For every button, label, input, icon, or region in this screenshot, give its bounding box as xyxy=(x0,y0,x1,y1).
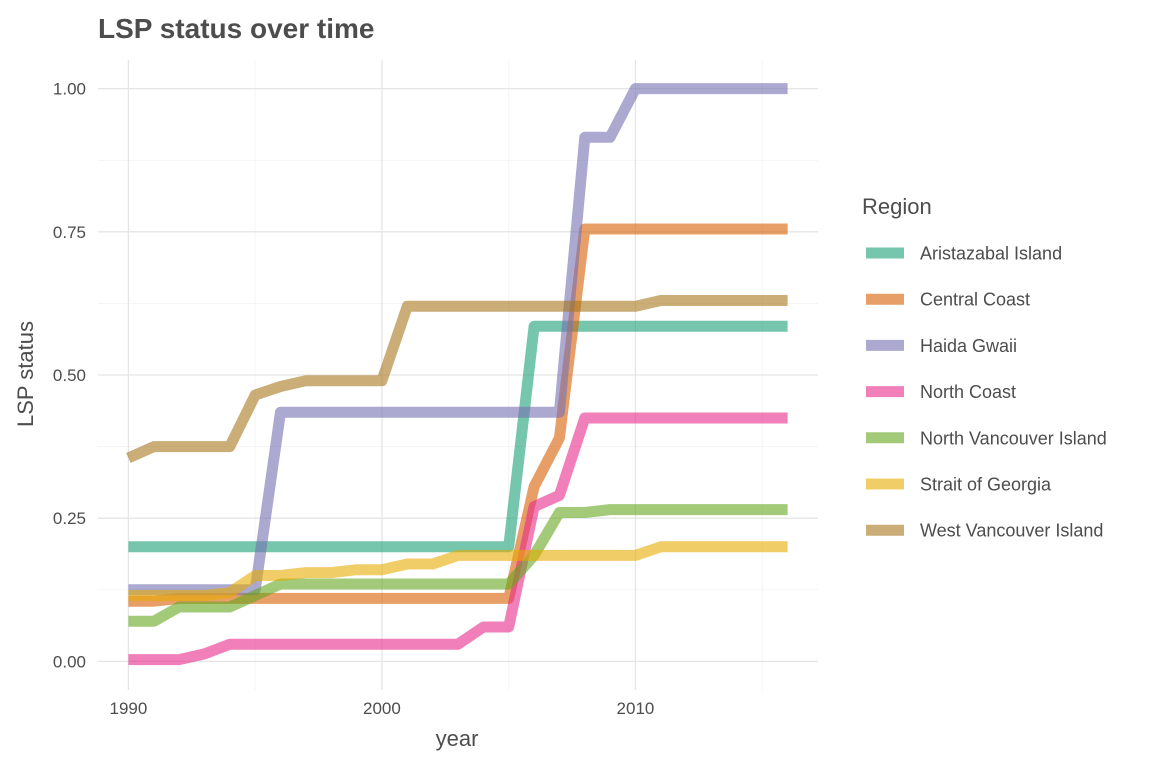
series-line-strait-of-georgia xyxy=(128,541,788,601)
legend-label: West Vancouver Island xyxy=(920,521,1103,541)
legend-label: Aristazabal Island xyxy=(920,244,1062,264)
x-axis-title: year xyxy=(436,726,479,751)
y-axis-ticks: 0.00 0.25 0.50 0.75 1.00 xyxy=(53,80,86,672)
legend: Region Aristazabal Island Central Coast Ha… xyxy=(862,194,1107,541)
x-tick-label: 2010 xyxy=(617,699,655,718)
legend-label: North Vancouver Island xyxy=(920,428,1107,448)
legend-label: Central Coast xyxy=(920,290,1030,310)
y-axis-title: LSP status xyxy=(13,321,38,427)
y-tick-label: 0.25 xyxy=(53,509,86,528)
series-line-west-vancouver-island xyxy=(126,295,788,464)
legend-item: Central Coast xyxy=(866,290,1030,310)
legend-item: North Coast xyxy=(866,382,1016,402)
legend-label: Haida Gwaii xyxy=(920,336,1017,356)
x-axis-ticks: 1990 2000 2010 xyxy=(110,699,655,718)
x-tick-label: 2000 xyxy=(363,699,401,718)
y-tick-label: 0.00 xyxy=(53,652,86,671)
legend-title: Region xyxy=(862,194,932,219)
chart-title: LSP status over time xyxy=(98,13,374,44)
legend-item: Aristazabal Island xyxy=(866,244,1062,264)
series-lines xyxy=(126,83,788,666)
legend-item: Haida Gwaii xyxy=(866,336,1017,356)
legend-item: Strait of Georgia xyxy=(866,475,1052,495)
legend-label: North Coast xyxy=(920,382,1016,402)
series-line-north-vancouver-island xyxy=(128,504,788,627)
series-line-aristazabal-island xyxy=(128,320,788,553)
legend-item: North Vancouver Island xyxy=(866,428,1107,448)
y-tick-label: 0.50 xyxy=(53,366,86,385)
y-tick-label: 0.75 xyxy=(53,223,86,242)
series-line-north-coast xyxy=(128,412,788,666)
x-tick-label: 1990 xyxy=(110,699,148,718)
legend-item: West Vancouver Island xyxy=(866,521,1103,541)
legend-label: Strait of Georgia xyxy=(920,475,1052,495)
y-tick-label: 1.00 xyxy=(53,80,86,99)
